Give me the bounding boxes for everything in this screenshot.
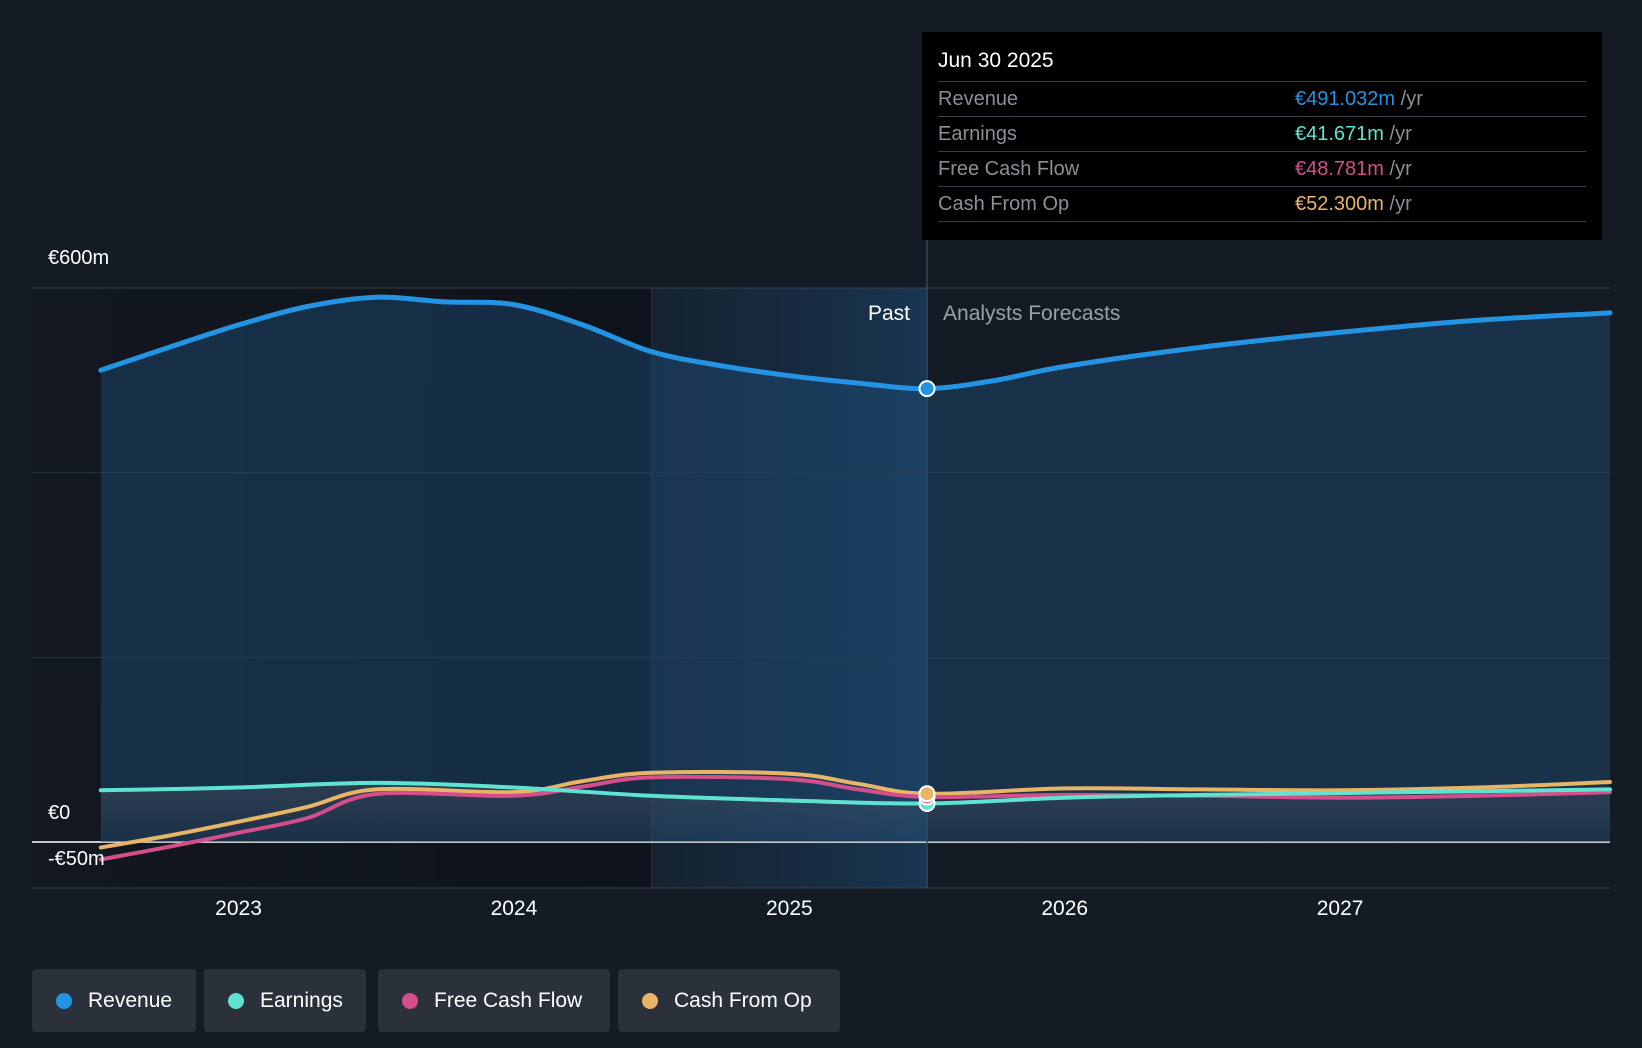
tooltip-value: €41.671m /yr: [1295, 117, 1412, 151]
tooltip-row-earnings: Earnings €41.671m /yr: [938, 117, 1586, 152]
legend-item-cash-from-op[interactable]: Cash From Op: [618, 969, 840, 1032]
legend-dot-icon: [56, 993, 72, 1009]
tooltip-value: €491.032m /yr: [1295, 82, 1423, 116]
y-axis-label: -€50m: [48, 848, 105, 870]
tooltip-row-free-cash-flow: Free Cash Flow €48.781m /yr: [938, 152, 1586, 187]
tooltip-unit: /yr: [1389, 193, 1412, 215]
legend-item-revenue[interactable]: Revenue: [32, 969, 196, 1032]
y-axis-label: €600m: [48, 247, 109, 269]
series-line-earnings: [98, 780, 1612, 806]
series-line-cash-from-op: [98, 770, 1612, 850]
tooltip-unit: /yr: [1400, 88, 1423, 110]
y-axis-label: €0: [48, 802, 70, 824]
legend-label: Earnings: [260, 989, 343, 1012]
past-label: Past: [868, 302, 910, 325]
tooltip: Jun 30 2025 Revenue €491.032m /yr Earnin…: [922, 32, 1602, 240]
legend-item-earnings[interactable]: Earnings: [204, 969, 366, 1032]
legend-item-free-cash-flow[interactable]: Free Cash Flow: [378, 969, 610, 1032]
tooltip-row-cash-from-op: Cash From Op €52.300m /yr: [938, 187, 1586, 222]
series-line-revenue: [98, 294, 1613, 392]
tooltip-label: Cash From Op: [938, 193, 1070, 215]
legend-label: Revenue: [88, 989, 173, 1012]
tooltip-value-number: €491.032m: [1295, 88, 1396, 110]
tooltip-unit: /yr: [1389, 158, 1412, 180]
legend-label: Free Cash Flow: [434, 989, 583, 1012]
tooltip-label: Free Cash Flow: [938, 158, 1080, 180]
legend-dot-icon: [642, 993, 658, 1009]
tooltip-label: Earnings: [938, 123, 1017, 145]
tooltip-value-number: €52.300m: [1295, 193, 1384, 215]
tooltip-value-number: €41.671m: [1295, 123, 1384, 145]
x-axis-tick-label: 2024: [491, 897, 538, 920]
forecast-label: Analysts Forecasts: [943, 302, 1120, 325]
series-line-free-cash-flow: [98, 774, 1612, 862]
x-axis-tick-label: 2027: [1317, 897, 1364, 920]
tooltip-value: €52.300m /yr: [1295, 187, 1412, 221]
x-axis-tick-label: 2026: [1041, 897, 1088, 920]
marker-cash-from-op: [918, 785, 936, 803]
x-axis-tick-label: 2025: [766, 897, 813, 920]
legend-label: Cash From Op: [674, 989, 812, 1012]
tooltip-value: €48.781m /yr: [1295, 152, 1412, 186]
tooltip-row-revenue: Revenue €491.032m /yr: [938, 82, 1586, 117]
tooltip-date: Jun 30 2025: [938, 46, 1586, 82]
marker-revenue: [918, 380, 936, 398]
tooltip-label: Revenue: [938, 88, 1019, 110]
tooltip-unit: /yr: [1389, 123, 1412, 145]
legend-dot-icon: [228, 993, 244, 1009]
x-axis-tick-label: 2023: [215, 897, 262, 920]
legend-dot-icon: [402, 993, 418, 1009]
tooltip-value-number: €48.781m: [1295, 158, 1384, 180]
revenue-area: [100, 297, 1610, 842]
